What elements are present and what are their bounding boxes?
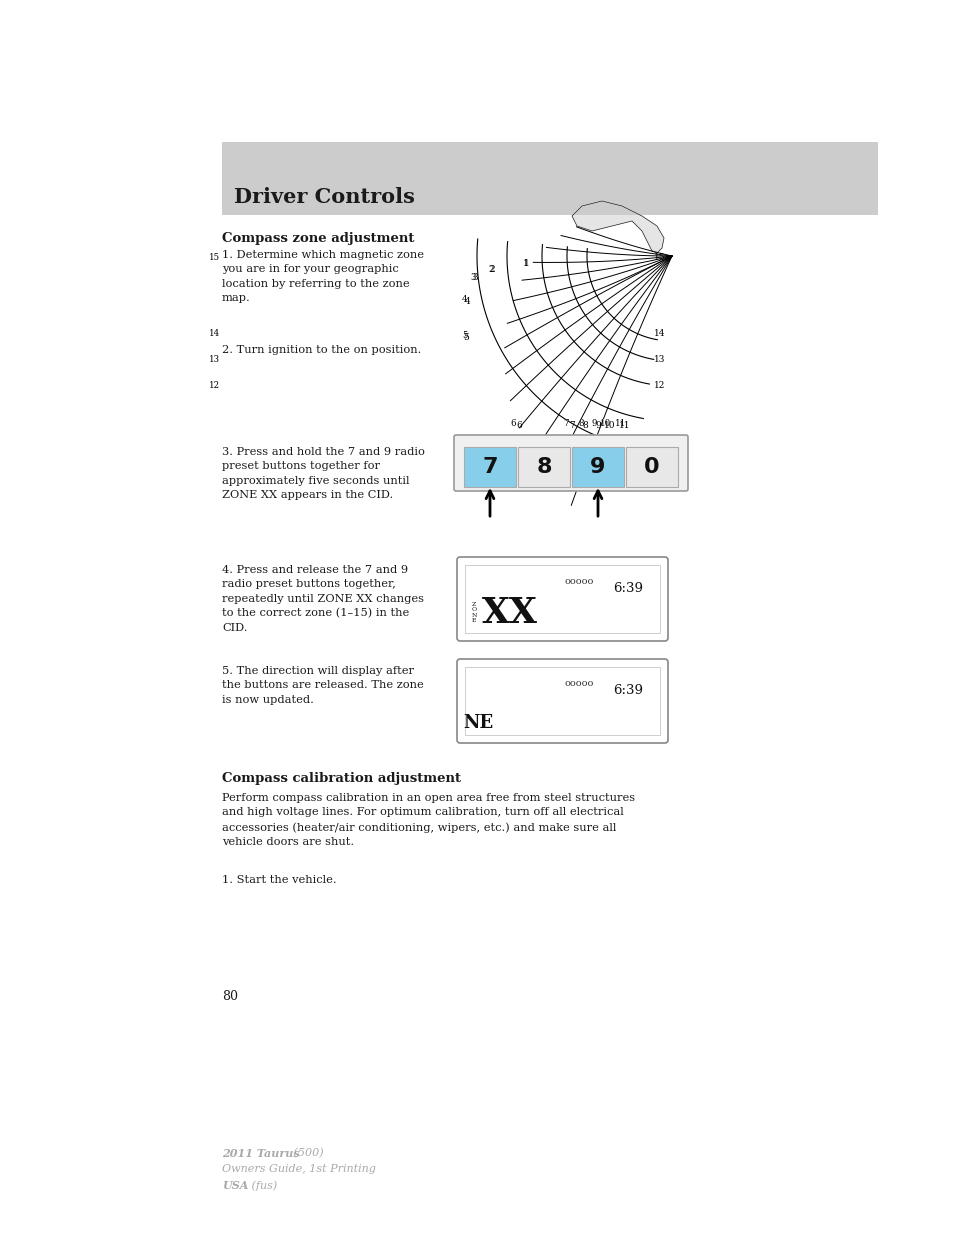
- Text: 9: 9: [591, 420, 597, 429]
- Text: NE: NE: [462, 714, 493, 732]
- Text: 6: 6: [510, 420, 516, 429]
- Text: 3: 3: [472, 273, 477, 283]
- Text: 12: 12: [208, 382, 219, 390]
- Bar: [457, 238, 679, 432]
- Bar: [464, 564, 659, 634]
- Text: 5. The direction will display after
the buttons are released. The zone
is now up: 5. The direction will display after the …: [222, 666, 423, 705]
- Text: 7: 7: [482, 457, 497, 477]
- Text: XX: XX: [481, 597, 537, 630]
- Text: 15: 15: [654, 253, 665, 263]
- FancyBboxPatch shape: [625, 447, 678, 487]
- Text: 0: 0: [643, 457, 659, 477]
- Text: 8: 8: [581, 421, 587, 431]
- Text: 7: 7: [569, 421, 575, 431]
- Text: 80: 80: [222, 990, 237, 1003]
- FancyBboxPatch shape: [456, 557, 667, 641]
- Text: 11: 11: [615, 420, 626, 429]
- FancyBboxPatch shape: [463, 447, 516, 487]
- Text: 4. Press and release the 7 and 9
radio preset buttons together,
repeatedly until: 4. Press and release the 7 and 9 radio p…: [222, 564, 423, 634]
- Text: 7: 7: [562, 420, 568, 429]
- Text: 7: 7: [562, 420, 568, 429]
- Text: 3. Press and hold the 7 and 9 radio
preset buttons together for
approximately fi: 3. Press and hold the 7 and 9 radio pres…: [222, 447, 424, 500]
- Text: Driver Controls: Driver Controls: [233, 186, 415, 207]
- Text: ooooo: ooooo: [563, 578, 593, 587]
- Text: 3: 3: [470, 273, 476, 283]
- Text: 12: 12: [209, 382, 219, 390]
- Text: Compass calibration adjustment: Compass calibration adjustment: [222, 772, 460, 785]
- Text: 4: 4: [465, 296, 471, 305]
- Text: 1: 1: [522, 259, 528, 268]
- Text: Compass zone adjustment: Compass zone adjustment: [222, 232, 414, 245]
- Text: 1. Start the vehicle.: 1. Start the vehicle.: [222, 876, 336, 885]
- Text: 2: 2: [488, 266, 494, 274]
- Text: 8: 8: [578, 420, 583, 429]
- Text: 14: 14: [208, 330, 219, 338]
- Text: 9: 9: [595, 421, 600, 431]
- Text: 5: 5: [462, 333, 469, 342]
- FancyBboxPatch shape: [517, 447, 569, 487]
- Text: 9: 9: [590, 457, 605, 477]
- Text: ooooo: ooooo: [563, 679, 593, 688]
- Text: 15: 15: [209, 253, 219, 263]
- Text: 1: 1: [522, 259, 528, 268]
- Bar: [222, 142, 877, 215]
- Text: 9: 9: [591, 420, 596, 429]
- Bar: [464, 667, 659, 735]
- Text: (fus): (fus): [248, 1179, 277, 1191]
- Polygon shape: [572, 201, 663, 253]
- Text: 13: 13: [209, 356, 219, 364]
- Text: 8: 8: [536, 457, 551, 477]
- Text: 5: 5: [462, 331, 467, 340]
- Text: 2: 2: [489, 266, 495, 274]
- Text: 11: 11: [615, 420, 626, 429]
- Text: 10: 10: [599, 420, 611, 429]
- Text: 4: 4: [462, 295, 467, 305]
- Text: 4: 4: [462, 295, 467, 305]
- Text: Z
O
N
E: Z O N E: [471, 601, 476, 624]
- Text: 13: 13: [209, 356, 219, 364]
- Text: 6: 6: [516, 421, 521, 431]
- Text: 13: 13: [654, 356, 665, 364]
- FancyBboxPatch shape: [572, 447, 623, 487]
- Text: 2. Turn ignition to the on position.: 2. Turn ignition to the on position.: [222, 345, 421, 354]
- Text: 14: 14: [209, 330, 219, 338]
- Text: 3: 3: [470, 273, 476, 283]
- Text: (500): (500): [290, 1149, 323, 1158]
- Text: 6:39: 6:39: [613, 582, 642, 594]
- Text: Perform compass calibration in an open area free from steel structures
and high : Perform compass calibration in an open a…: [222, 793, 635, 847]
- Text: 6:39: 6:39: [613, 683, 642, 697]
- FancyBboxPatch shape: [456, 659, 667, 743]
- Text: 14: 14: [654, 330, 665, 338]
- Text: 15: 15: [208, 253, 219, 263]
- Text: 12: 12: [654, 382, 665, 390]
- Text: 11: 11: [618, 421, 630, 431]
- Text: 8: 8: [578, 420, 583, 429]
- Text: 10: 10: [599, 420, 611, 429]
- Text: USA: USA: [222, 1179, 248, 1191]
- Text: 10: 10: [603, 421, 615, 431]
- Text: 2011 Taurus: 2011 Taurus: [222, 1149, 299, 1158]
- Text: 1: 1: [523, 258, 529, 268]
- Text: 5: 5: [462, 331, 467, 340]
- Text: Owners Guide, 1st Printing: Owners Guide, 1st Printing: [222, 1165, 375, 1174]
- FancyBboxPatch shape: [454, 435, 687, 492]
- Text: 1. Determine which magnetic zone
you are in for your geographic
location by refe: 1. Determine which magnetic zone you are…: [222, 249, 423, 304]
- Text: 6: 6: [510, 420, 516, 429]
- Text: 2: 2: [488, 266, 494, 274]
